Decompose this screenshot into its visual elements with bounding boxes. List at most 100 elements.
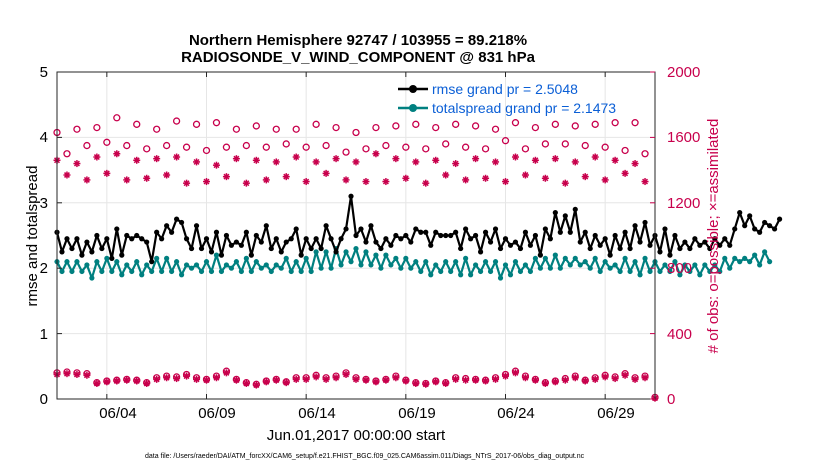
obs-assimilated-marker xyxy=(83,176,91,184)
obs-assimilated-marker xyxy=(272,158,280,166)
rmse-point xyxy=(732,226,738,232)
obs-assimilated-marker xyxy=(133,377,141,385)
left-y-tick-label: 4 xyxy=(40,129,48,146)
obs-assimilated-marker xyxy=(372,150,380,158)
rmse-point xyxy=(129,236,135,242)
totalspread-point xyxy=(418,268,424,275)
totalspread-point xyxy=(672,259,678,265)
obs-assimilated-marker xyxy=(442,379,450,387)
obs-assimilated-marker xyxy=(153,155,161,163)
obs-assimilated-marker xyxy=(222,173,230,181)
rmse-point xyxy=(572,206,578,212)
x-axis-label: Jun.01,2017 00:00:00 start xyxy=(267,427,446,444)
totalspread-point xyxy=(164,255,170,261)
totalspread-point xyxy=(757,262,763,268)
totalspread-point xyxy=(682,262,688,268)
obs-possible-marker xyxy=(422,145,430,153)
rmse-point xyxy=(378,245,384,252)
x-tick-label: 06/29 xyxy=(597,405,635,422)
rmse-point xyxy=(89,249,95,255)
obs-assimilated-marker xyxy=(113,377,121,385)
totalspread-point xyxy=(572,255,578,261)
totalspread-point xyxy=(448,268,454,275)
rmse-point xyxy=(198,245,205,252)
totalspread-point xyxy=(537,265,543,271)
obs-assimilated-marker xyxy=(242,379,250,387)
rmse-point xyxy=(767,223,773,229)
rmse-point xyxy=(238,242,244,248)
totalspread-point xyxy=(577,262,583,268)
grid xyxy=(57,72,655,399)
obs-assimilated-marker xyxy=(312,158,320,166)
rmse-point xyxy=(223,232,230,239)
rmse-point xyxy=(169,229,175,235)
rmse-point xyxy=(562,213,568,219)
totalspread-point xyxy=(453,259,459,265)
rmse-point xyxy=(527,242,534,248)
rmse-point xyxy=(59,249,65,255)
totalspread-point xyxy=(547,265,553,271)
totalspread-point xyxy=(89,275,95,281)
totalspread-point xyxy=(692,262,698,268)
obs-assimilated-marker xyxy=(641,178,649,186)
obs-assimilated-marker xyxy=(193,158,201,166)
totalspread-point xyxy=(492,259,499,265)
obs-possible-marker xyxy=(143,145,151,153)
totalspread-point xyxy=(477,268,484,275)
rmse-point xyxy=(672,232,678,239)
right-y-tick-label: 0 xyxy=(667,391,675,408)
obs-assimilated-marker xyxy=(63,370,71,378)
left-y-tick-label: 3 xyxy=(40,195,48,212)
rmse-point xyxy=(717,242,723,248)
obs-assimilated-marker xyxy=(591,153,599,161)
rmse-point xyxy=(358,226,364,232)
totalspread-point xyxy=(129,268,135,275)
totalspread-point xyxy=(213,252,220,258)
obs-assimilated-marker xyxy=(252,156,260,164)
rmse-point xyxy=(542,226,548,232)
obs-assimilated-marker xyxy=(163,171,171,179)
rmse-point xyxy=(154,229,160,235)
obs-possible-marker xyxy=(302,143,310,151)
obs-assimilated-marker xyxy=(163,374,171,382)
rmse-point xyxy=(577,239,583,245)
rmse-point xyxy=(632,223,638,229)
plot-frame xyxy=(56,71,656,400)
left-y-ticks: 0 1 2 3 4 5 xyxy=(40,64,48,408)
obs-possible-marker xyxy=(222,143,231,151)
rmse-point xyxy=(403,232,409,239)
obs-possible-marker xyxy=(621,146,629,155)
totalspread-point xyxy=(567,262,573,268)
rmse-point xyxy=(333,249,339,255)
totalspread-point xyxy=(617,268,623,275)
rmse-point xyxy=(707,245,713,252)
totalspread-point xyxy=(218,268,225,275)
obs-assimilated-marker xyxy=(322,169,330,177)
rmse-point xyxy=(487,239,494,245)
rmse-point xyxy=(482,229,489,235)
obs-assimilated-marker xyxy=(292,153,300,161)
rmse-point xyxy=(522,229,529,235)
totalspread-point xyxy=(497,275,504,281)
obs-possible-marker xyxy=(601,143,609,151)
rmse-point xyxy=(273,236,279,242)
rmse-point xyxy=(547,236,553,242)
y-axis-label-left: rmse and totalspread xyxy=(24,166,41,307)
rmse-point xyxy=(537,252,543,258)
rmse-point xyxy=(532,232,539,239)
totalspread-point xyxy=(114,259,120,265)
rmse-point xyxy=(697,242,703,248)
rmse-point xyxy=(702,239,708,245)
rmse-point xyxy=(477,249,484,255)
obs-assimilated-marker xyxy=(73,370,81,378)
rmse-point xyxy=(468,236,474,242)
totalspread-point xyxy=(343,249,349,255)
obs-possible-marker xyxy=(123,141,131,150)
obs-possible-marker xyxy=(561,140,569,148)
totalspread-point xyxy=(507,272,514,278)
totalspread-point xyxy=(238,268,244,275)
obs-possible-marker xyxy=(382,141,390,150)
totalspread-point xyxy=(253,259,259,265)
obs-assimilated-marker xyxy=(611,375,619,383)
totalspread-point xyxy=(293,259,299,265)
